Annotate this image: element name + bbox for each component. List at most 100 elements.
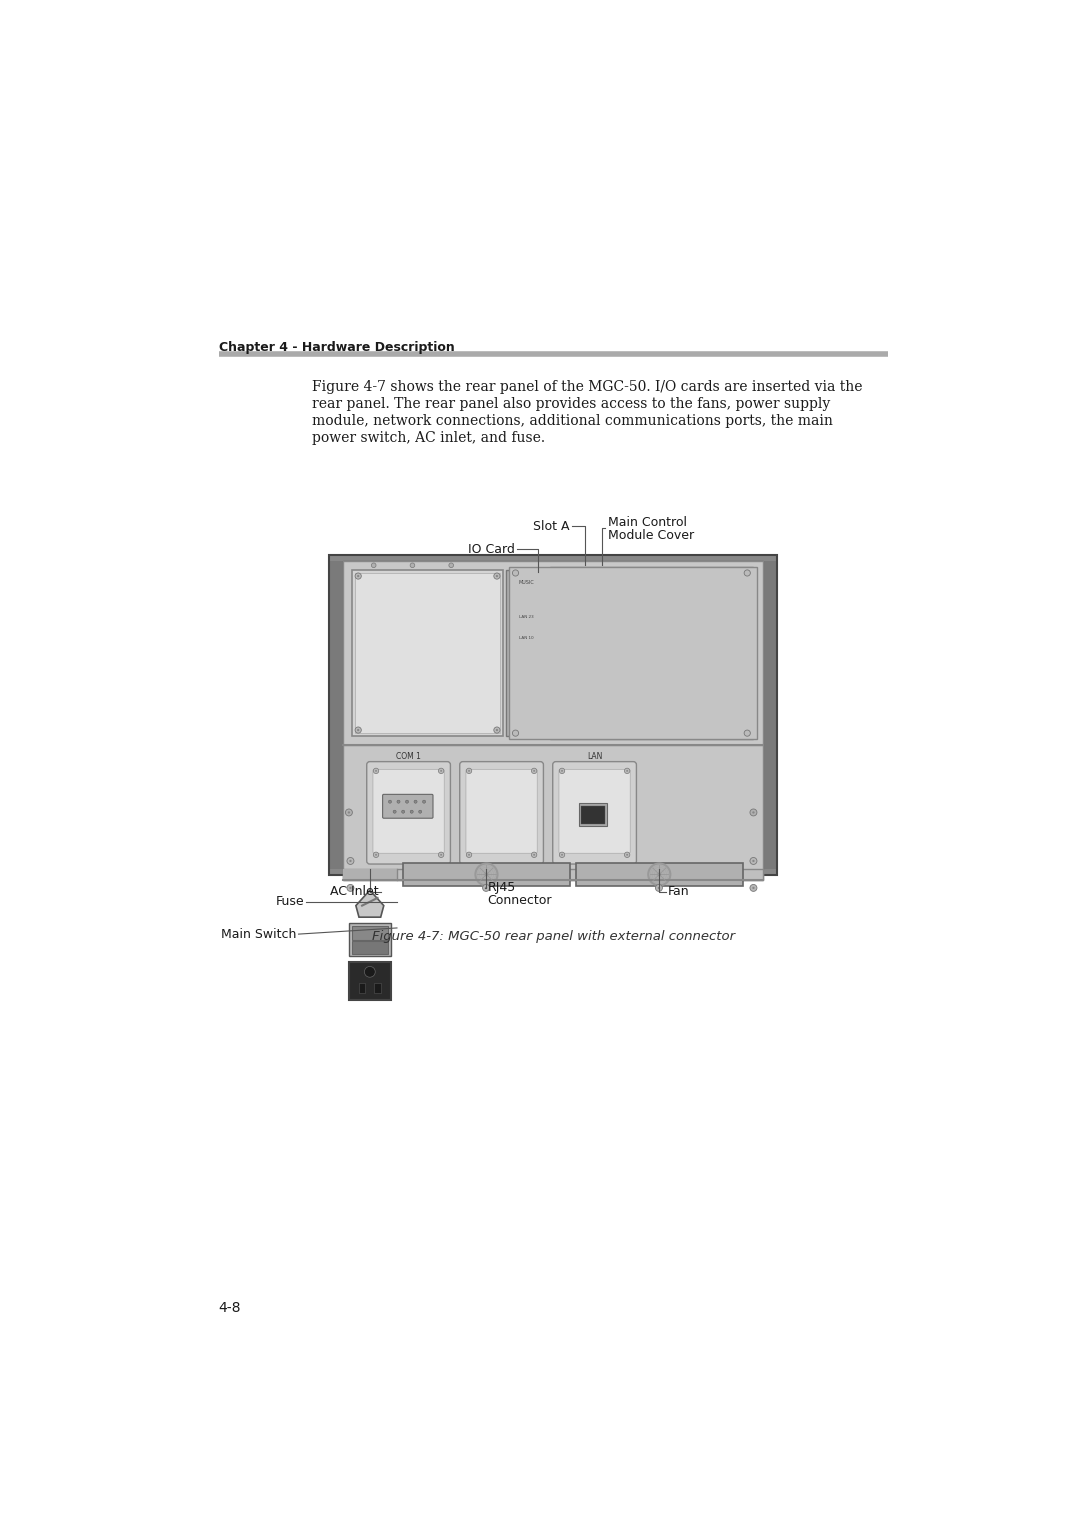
Circle shape [494,727,500,733]
Circle shape [347,857,354,865]
Text: Figure 4-7 shows the rear panel of the MGC-50. I/O cards are inserted via the: Figure 4-7 shows the rear panel of the M… [312,380,862,394]
Bar [352,926,388,940]
Circle shape [559,769,565,773]
Circle shape [534,854,535,856]
Circle shape [363,871,368,877]
Circle shape [534,770,535,772]
Bar [517,591,535,602]
Circle shape [468,770,470,772]
Circle shape [357,729,360,732]
Circle shape [624,769,630,773]
FancyBboxPatch shape [367,761,450,863]
Circle shape [531,853,537,857]
Bar [510,567,757,740]
Circle shape [562,854,563,856]
Circle shape [658,872,661,876]
Text: LAN 10: LAN 10 [519,636,534,640]
FancyBboxPatch shape [382,795,433,817]
Bar [558,602,578,619]
Circle shape [357,575,360,578]
Circle shape [496,575,498,578]
Circle shape [467,769,472,773]
Circle shape [753,860,755,862]
Circle shape [467,853,472,857]
Circle shape [372,562,376,567]
Circle shape [750,808,757,816]
Circle shape [750,857,757,865]
Circle shape [422,801,426,804]
Circle shape [419,810,422,813]
Bar [558,700,578,717]
Circle shape [485,872,488,876]
Text: RJ45: RJ45 [488,882,516,894]
Bar [579,804,607,827]
Circle shape [485,886,487,889]
Circle shape [389,801,392,804]
Bar [558,626,578,643]
Text: Connector: Connector [488,894,552,906]
Circle shape [410,562,415,567]
Circle shape [744,570,751,576]
Circle shape [441,854,442,856]
Bar [328,556,342,874]
Text: Module Cover: Module Cover [608,529,693,542]
Text: AC Inlet: AC Inlet [329,885,378,898]
Circle shape [349,886,352,889]
Circle shape [750,885,757,891]
Bar [576,862,743,886]
Bar [558,578,578,594]
Circle shape [397,801,400,804]
Text: LAN 23: LAN 23 [519,614,534,619]
Circle shape [347,885,354,891]
Bar [403,862,570,886]
Circle shape [562,770,563,772]
Circle shape [438,853,444,857]
Circle shape [375,770,377,772]
Circle shape [449,562,454,567]
Circle shape [393,810,396,813]
Circle shape [626,770,629,772]
Circle shape [375,854,377,856]
Text: LAN: LAN [586,752,603,761]
Circle shape [744,730,751,736]
Circle shape [441,871,446,877]
Bar [507,570,546,736]
FancyBboxPatch shape [460,761,543,863]
Circle shape [355,727,362,733]
Text: 4-8: 4-8 [218,1300,241,1314]
Bar [556,623,581,645]
Circle shape [441,770,442,772]
Circle shape [518,871,524,877]
Circle shape [596,871,602,877]
Bar [556,599,581,620]
Bar [349,923,391,955]
Circle shape [624,853,630,857]
Text: IO Card: IO Card [468,542,515,556]
Bar [352,570,503,736]
Circle shape [753,811,755,813]
Circle shape [410,810,414,813]
Circle shape [355,573,362,579]
FancyBboxPatch shape [465,769,537,853]
Text: module, network connections, additional communications ports, the main: module, network connections, additional … [312,414,833,428]
Text: Chapter 4 - Hardware Description: Chapter 4 - Hardware Description [218,341,455,354]
Text: rear panel. The rear panel also provides access to the fans, power supply: rear panel. The rear panel also provides… [312,397,829,411]
Circle shape [349,860,352,862]
Bar [355,573,500,733]
Bar [556,672,581,695]
Circle shape [512,570,518,576]
Circle shape [483,885,489,891]
Bar [762,556,777,874]
Circle shape [559,853,565,857]
Circle shape [753,886,755,889]
Circle shape [525,607,528,610]
Bar [558,675,578,692]
Text: power switch, AC inlet, and fuse.: power switch, AC inlet, and fuse. [312,431,544,445]
Bar [342,868,762,880]
Bar [359,983,365,993]
Bar [558,651,578,668]
Circle shape [346,808,352,816]
Circle shape [521,604,531,614]
Circle shape [531,769,537,773]
Bar [515,590,537,605]
